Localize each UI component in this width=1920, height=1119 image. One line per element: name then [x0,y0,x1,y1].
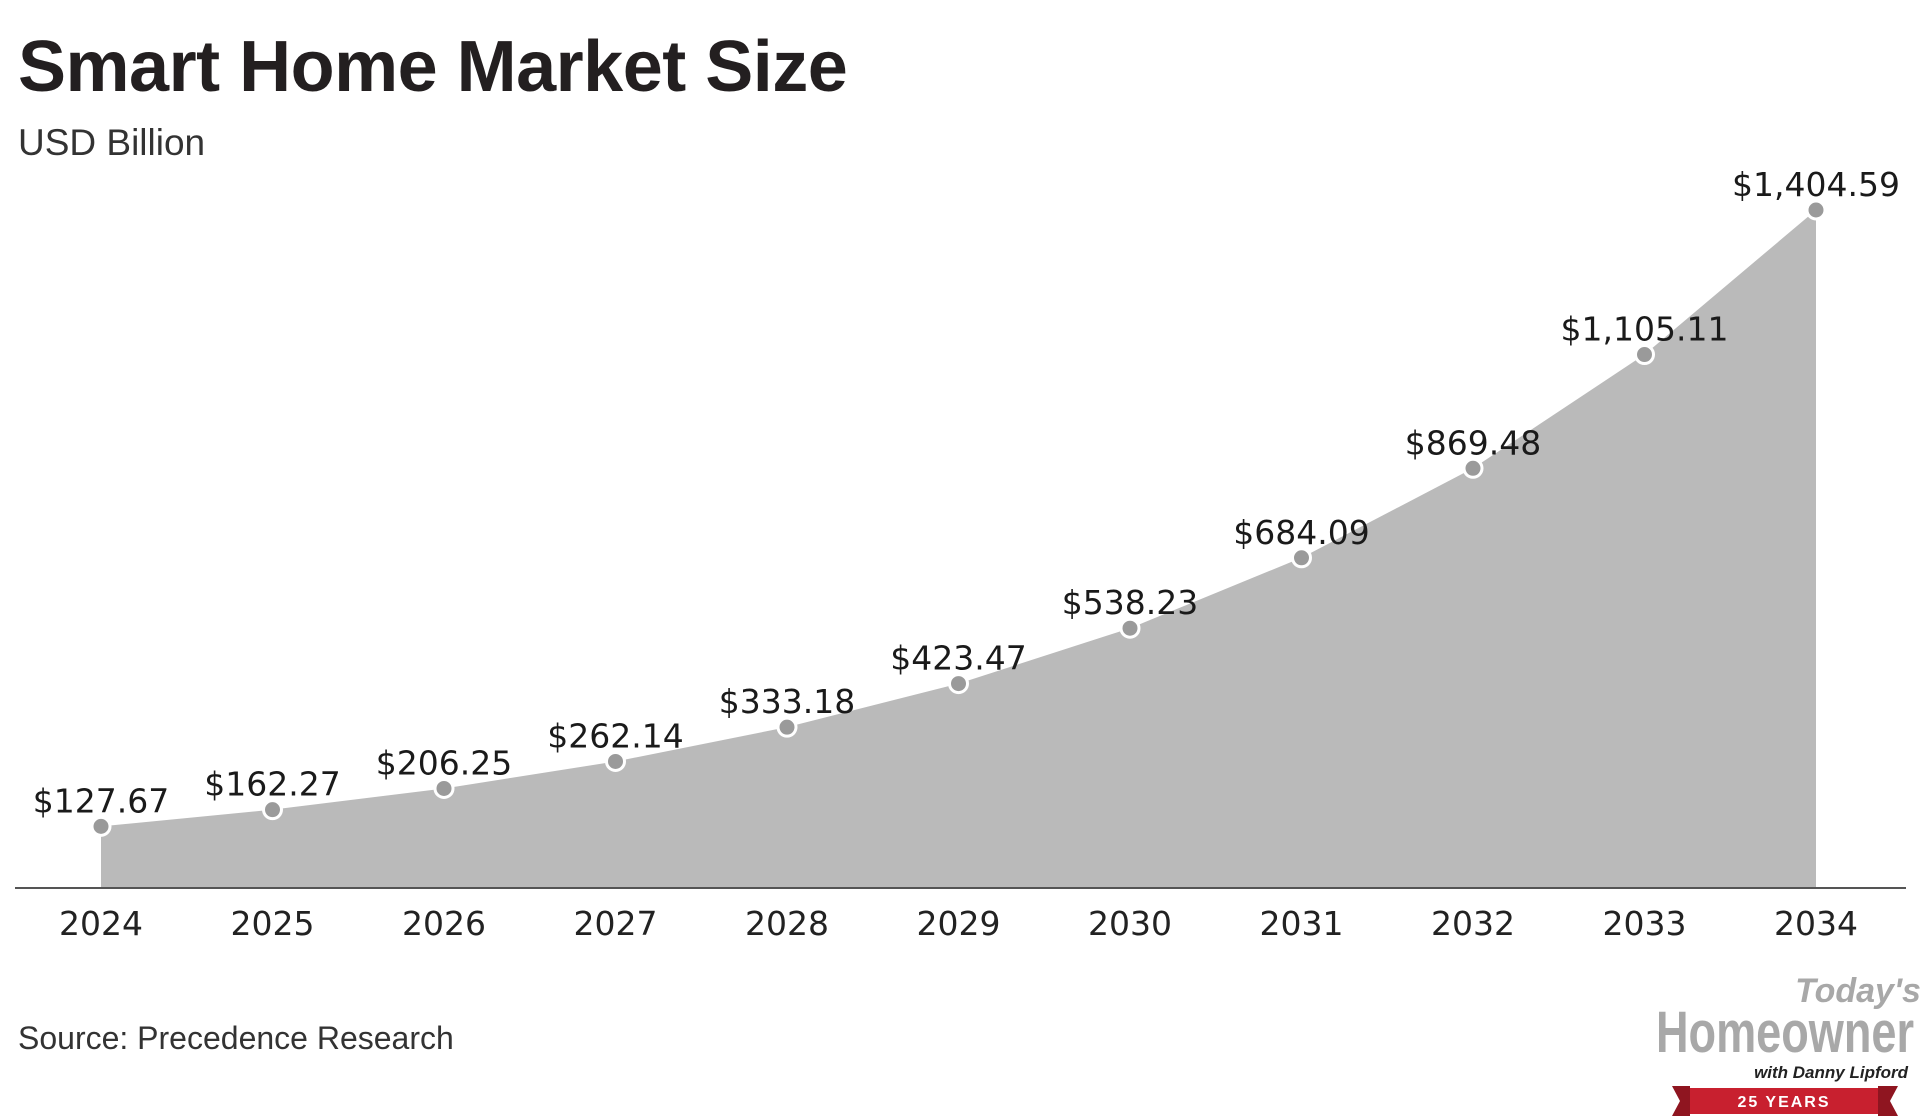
x-tick-label-2029: 2029 [917,904,1001,943]
x-tick-label-2031: 2031 [1260,904,1344,943]
x-tick-label-2033: 2033 [1603,904,1687,943]
data-point-2026 [433,777,455,799]
data-point-2030 [1119,617,1141,639]
x-tick-label-2026: 2026 [402,904,486,943]
logo-line-todays: Today's [1795,972,1920,1010]
logo-banner-tail-right-icon [1878,1086,1898,1116]
x-tick-label-2028: 2028 [745,904,829,943]
data-point-2034 [1805,199,1827,221]
data-label-layer: $127.67 $162.27 $206.25 $262.14 $333.18 $423.… [33,165,1900,820]
brand-logo: Today's Homeowner with Danny Lipford 25 … [1656,972,1920,1116]
data-point-2029 [948,673,969,695]
x-tick-label-2025: 2025 [231,904,315,943]
data-label-2031: $684.09 [1233,513,1369,552]
data-point-2033 [1634,344,1655,366]
x-tick-label-2024: 2024 [59,904,143,943]
source-note: Source: Precedence Research [18,1020,454,1056]
data-point-2032 [1462,457,1484,479]
data-point-2031 [1291,547,1312,569]
marker-layer [90,199,1827,837]
chart-title: Smart Home Market Size [18,27,848,107]
data-point-2024 [90,815,112,837]
x-tick-label-2032: 2032 [1431,904,1515,943]
logo-line-host: with Danny Lipford [1754,1063,1909,1082]
x-tick-label-2027: 2027 [574,904,658,943]
data-label-2029: $423.47 [890,639,1026,678]
area-layer [101,210,1816,888]
logo-banner-icon [1678,1088,1890,1114]
logo-banner-text: 25 YEARS [1737,1094,1830,1111]
x-tick-label-2034: 2034 [1774,904,1858,943]
chart-subtitle: USD Billion [18,122,206,163]
data-label-2026: $206.25 [376,743,512,782]
data-label-2025: $162.27 [204,765,340,804]
data-label-2030: $538.23 [1062,583,1198,622]
data-label-2032: $869.48 [1405,423,1541,462]
data-point-2027 [605,750,626,772]
logo-banner-tail-left-icon [1672,1086,1690,1116]
data-label-2028: $333.18 [719,682,855,721]
data-label-2027: $262.14 [547,716,683,755]
data-point-2028 [776,716,798,738]
area-series [101,210,1816,888]
x-tick-label-2030: 2030 [1088,904,1172,943]
logo-line-homeowner: Homeowner [1656,1000,1914,1065]
data-point-2025 [262,799,283,821]
data-label-2024: $127.67 [33,781,169,820]
data-label-2033: $1,105.11 [1561,310,1729,349]
x-tick-layer: 2024 2025 2026 2027 2028 2029 2030 2031 2032 2033… [59,904,1858,943]
data-label-2034: $1,404.59 [1732,165,1900,204]
